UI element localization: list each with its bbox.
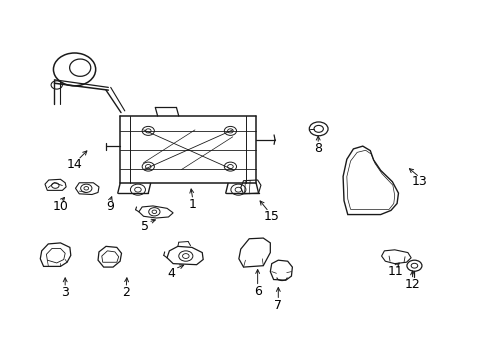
Text: 13: 13 <box>411 175 427 188</box>
Text: 9: 9 <box>105 201 114 213</box>
Text: 11: 11 <box>387 265 403 278</box>
Text: 2: 2 <box>122 286 130 299</box>
Text: 1: 1 <box>188 198 196 211</box>
Text: 5: 5 <box>140 220 148 233</box>
Text: 8: 8 <box>314 143 322 156</box>
Text: 14: 14 <box>66 158 82 171</box>
Text: 15: 15 <box>263 211 279 224</box>
Text: 4: 4 <box>167 267 175 280</box>
Text: 10: 10 <box>52 201 68 213</box>
Text: 12: 12 <box>404 278 420 291</box>
Text: 3: 3 <box>61 286 69 299</box>
Text: 6: 6 <box>253 285 261 298</box>
Text: 7: 7 <box>274 298 282 312</box>
